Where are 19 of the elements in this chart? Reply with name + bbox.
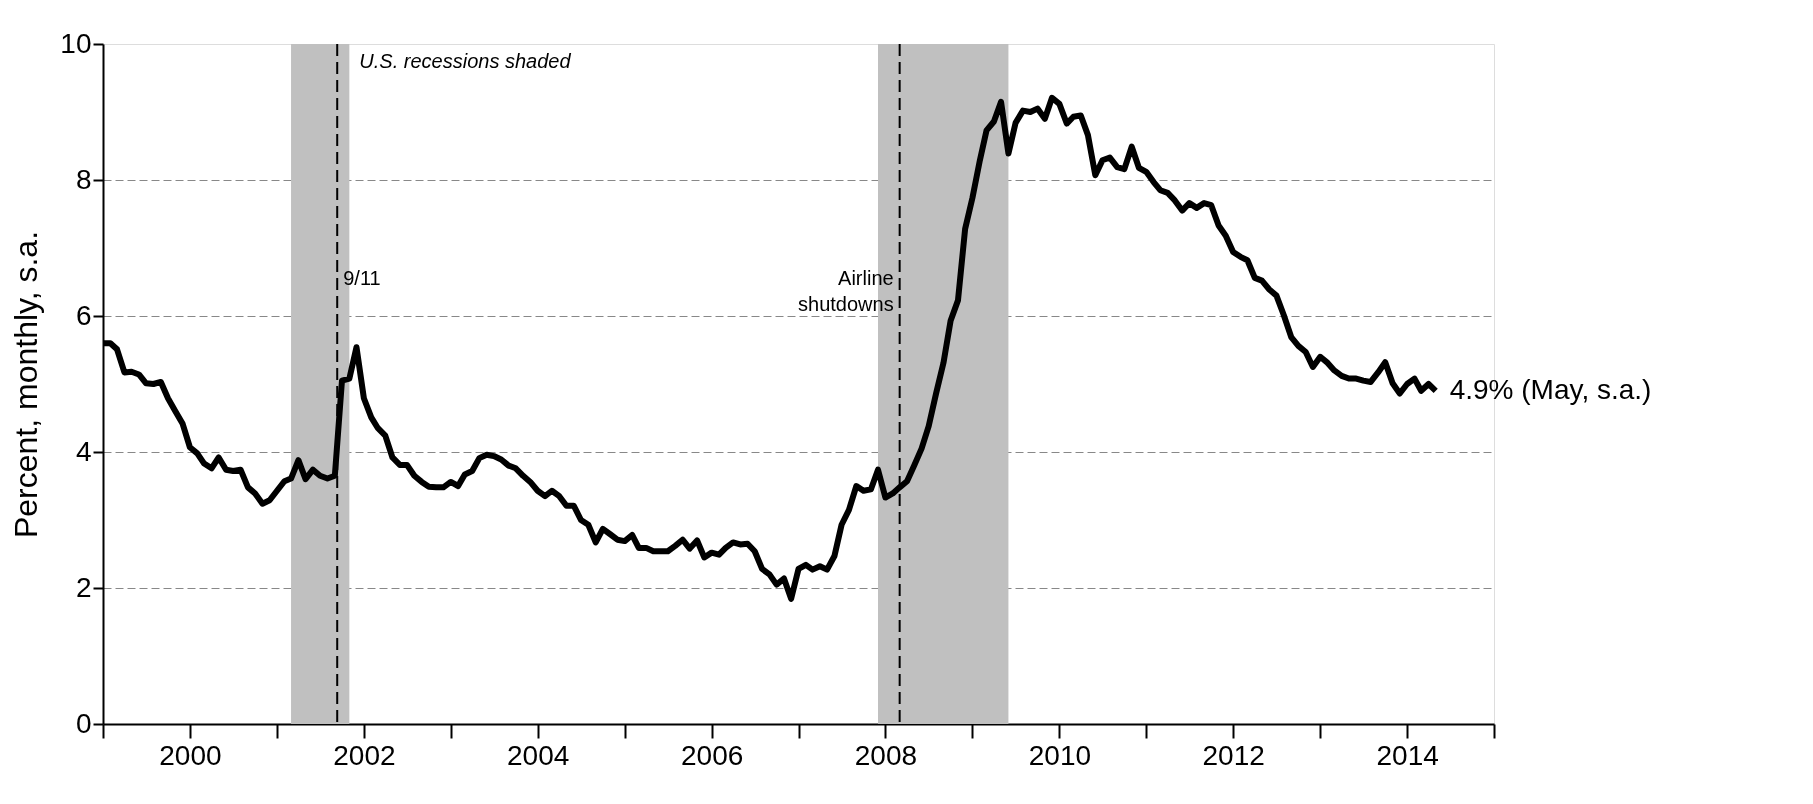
x-tick-label: 2010	[1028, 739, 1092, 771]
y-tick-label: 0	[75, 707, 92, 739]
y-axis-title: Percent, monthly, s.a.	[8, 230, 45, 539]
x-tick-label: 2008	[854, 739, 918, 771]
annotation: U.S. recessions shaded	[359, 50, 572, 72]
y-tick-label: 8	[75, 163, 92, 195]
ref-line-label: Airline shutdowns	[798, 266, 894, 315]
annotation: 4.9% (May, s.a.)	[1449, 373, 1652, 405]
x-tick-label: 2006	[680, 739, 744, 771]
y-tick-label: 2	[75, 571, 92, 603]
ref-line-label: 9/11	[343, 266, 381, 289]
y-tick-label: 6	[75, 299, 92, 331]
x-tick-label: 2000	[159, 739, 222, 771]
x-tick-label: 2002	[333, 739, 396, 771]
x-tick-label: 2004	[506, 739, 570, 771]
x-tick-label: 2012	[1202, 739, 1265, 771]
x-tick-label: 2014	[1376, 739, 1439, 771]
y-tick-label: 4	[75, 435, 92, 467]
y-tick-label: 10	[60, 27, 92, 59]
